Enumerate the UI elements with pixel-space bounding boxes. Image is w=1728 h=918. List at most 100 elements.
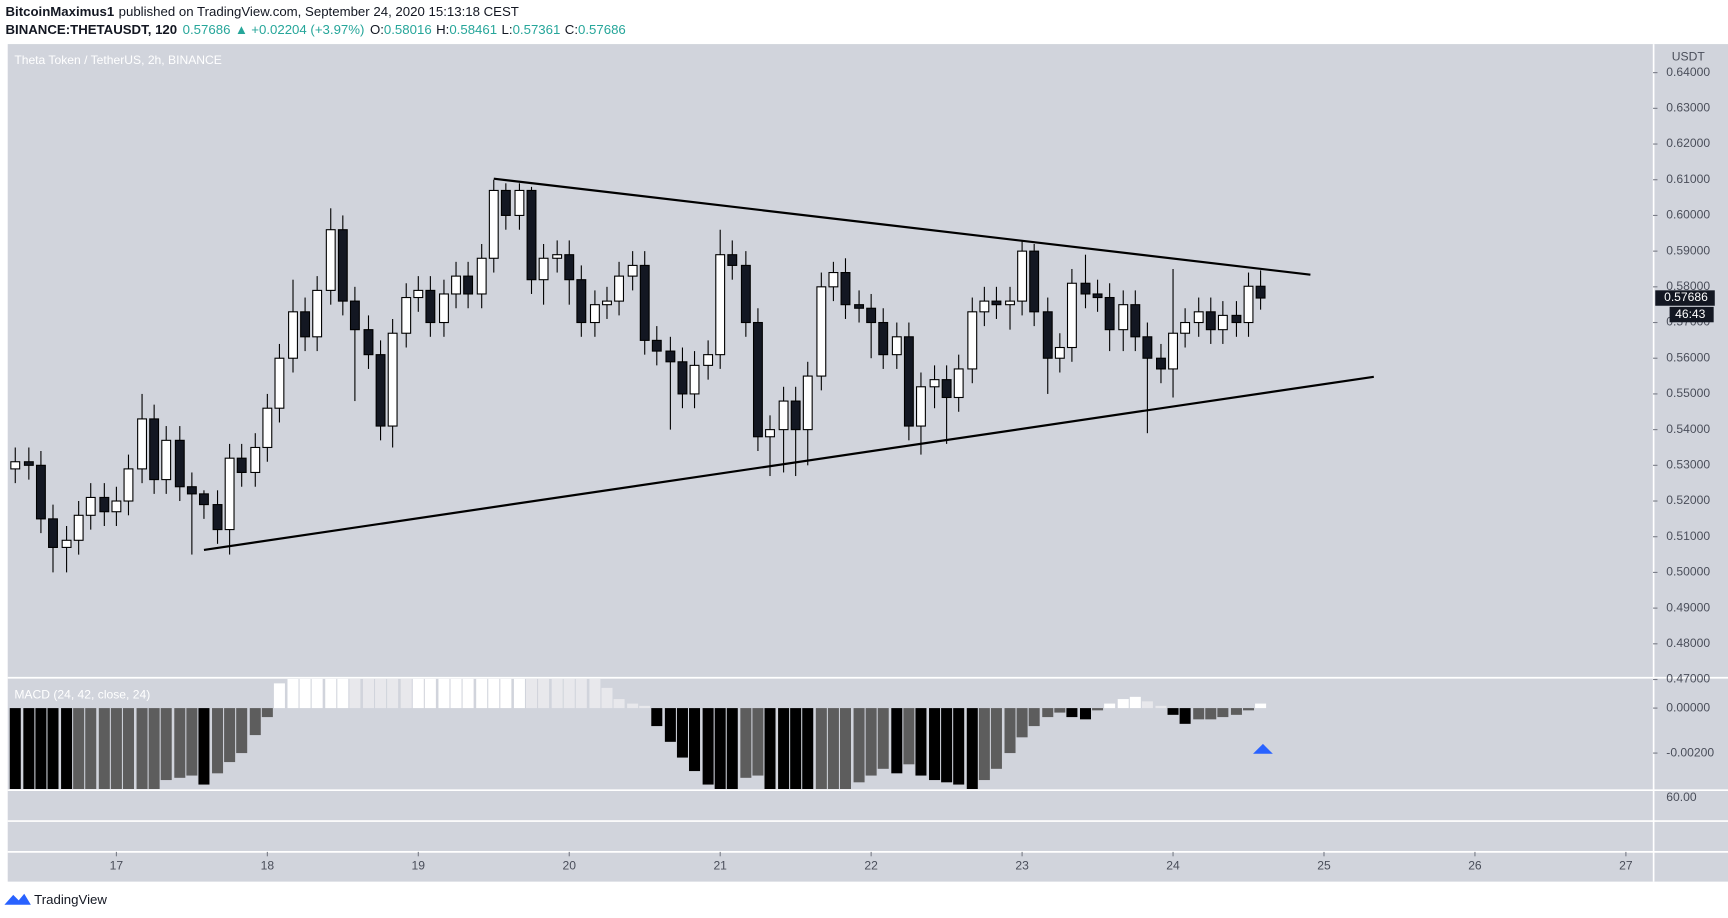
candle-body	[538, 257, 549, 281]
candle-body	[274, 357, 285, 409]
candle-body	[752, 321, 763, 438]
x-tick-label: 19	[412, 858, 426, 872]
candle-body	[387, 332, 398, 427]
y-tick-label: 0.62000	[1666, 136, 1710, 150]
candle-body	[576, 279, 587, 324]
macd-bar	[9, 708, 21, 790]
macd-bar	[47, 708, 59, 790]
candle-body	[438, 293, 449, 324]
macd-bar	[778, 708, 790, 790]
arrow: ▲	[235, 21, 248, 36]
candle-body	[1092, 293, 1103, 299]
macd-bar	[853, 708, 865, 783]
author: BitcoinMaximus1	[6, 4, 115, 19]
candle-body	[401, 296, 412, 334]
candle-body	[1042, 311, 1053, 359]
macd-bar	[1117, 699, 1129, 709]
macd-bar	[85, 708, 97, 790]
close-value: 0.57686	[578, 21, 626, 36]
candle-body	[765, 429, 775, 438]
macd-y-tick-label: -0.00200	[1666, 745, 1714, 759]
macd-bar	[966, 708, 978, 790]
candle-body	[802, 375, 813, 431]
x-tick-label: 20	[563, 858, 577, 872]
candle-body	[689, 364, 700, 395]
macd-bar	[375, 678, 387, 709]
macd-bar	[903, 708, 915, 765]
macd-bar	[1129, 696, 1141, 709]
macd-bar	[349, 678, 361, 709]
macd-bar	[1155, 705, 1167, 709]
macd-bar	[1205, 708, 1217, 720]
candle-body	[1205, 311, 1216, 331]
candle-body	[929, 379, 940, 388]
macd-bar	[1042, 708, 1054, 718]
candle-body	[1104, 296, 1115, 331]
candle-body	[1243, 285, 1254, 324]
macd-bar	[337, 678, 349, 709]
candle-body	[1156, 357, 1166, 370]
macd-bar	[500, 678, 512, 709]
macd-bar	[136, 708, 148, 790]
candle-body	[1005, 300, 1015, 306]
macd-bar	[1066, 708, 1078, 718]
candle-body	[941, 379, 952, 399]
macd-bar	[462, 678, 474, 709]
candle-body	[349, 300, 360, 331]
macd-bar	[1054, 708, 1066, 713]
chart-title: Theta Token / TetherUS, 2h, BINANCE	[14, 53, 222, 67]
candle-body	[413, 289, 424, 299]
candle-body	[665, 350, 676, 363]
candle-body	[23, 461, 34, 466]
macd-bar	[802, 708, 814, 790]
candle-body	[526, 189, 537, 281]
macd-bar	[387, 678, 399, 709]
candle-body	[149, 418, 160, 481]
candle-body	[1180, 321, 1191, 334]
candle-body	[174, 439, 185, 488]
macd-bar	[929, 708, 941, 781]
macd-bar	[198, 708, 210, 785]
candle-body	[1054, 346, 1065, 359]
candle-body	[85, 496, 96, 516]
macd-bar	[752, 708, 764, 776]
candle-body	[1231, 314, 1242, 324]
macd-bar	[676, 708, 688, 758]
price-pane	[10, 177, 1374, 573]
y-tick-label: 0.64000	[1666, 65, 1710, 79]
published: published on TradingView.com, September …	[119, 4, 519, 19]
x-tick-label: 24	[1166, 858, 1180, 872]
y-tick-label: 0.47000	[1666, 672, 1710, 686]
y-tick-label: 0.48000	[1666, 636, 1710, 650]
candle-body	[564, 254, 575, 281]
candle-body	[828, 271, 839, 288]
candle-body	[288, 311, 298, 359]
macd-bar	[1217, 708, 1229, 718]
macd-label: MACD (24, 42, close, 24)	[14, 688, 150, 702]
macd-bar	[325, 678, 337, 709]
x-tick-label: 23	[1015, 858, 1029, 872]
macd-bar	[575, 678, 587, 709]
candle-body	[476, 257, 487, 295]
macd-bar	[1092, 708, 1104, 711]
candle-body	[312, 289, 323, 338]
x-tick-label: 18	[261, 858, 275, 872]
high-value: 0.58461	[449, 21, 497, 36]
macd-bar	[261, 708, 273, 718]
candle-body	[337, 229, 348, 302]
candle-body	[1118, 304, 1129, 331]
macd-pane	[9, 678, 1267, 790]
macd-bar	[1193, 708, 1205, 720]
candle-body	[425, 289, 436, 324]
candle-body	[137, 418, 148, 470]
candle-body	[325, 229, 336, 291]
y-tick-label: 0.53000	[1666, 458, 1710, 472]
candle-body	[10, 461, 21, 470]
y-tick-label: 0.50000	[1666, 565, 1710, 579]
y-tick-label: 0.55000	[1666, 386, 1710, 400]
countdown-badge	[1669, 306, 1714, 323]
macd-bar	[941, 708, 953, 783]
trendline	[203, 375, 1374, 552]
macd-bar	[639, 705, 651, 709]
candle-body	[488, 189, 499, 259]
